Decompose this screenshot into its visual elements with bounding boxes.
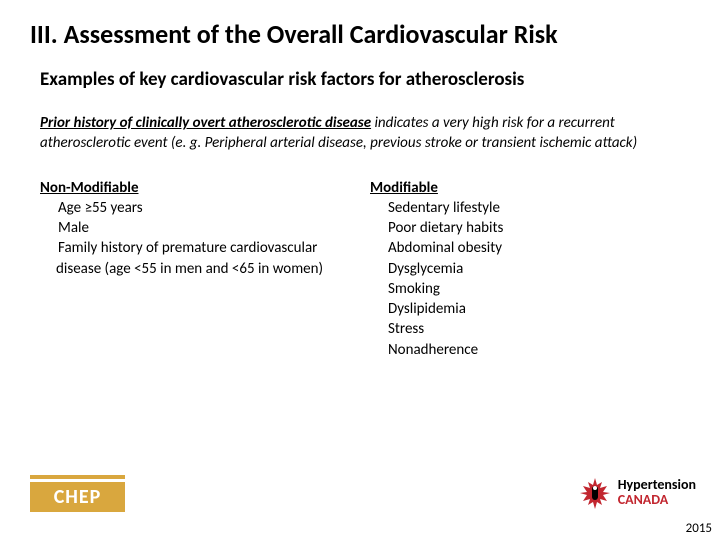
modifiable-column: Modifiable Sedentary lifestyle Poor diet…	[370, 178, 503, 360]
list-item: Dyslipidemia	[370, 299, 503, 319]
slide-title: III. Assessment of the Overall Cardiovas…	[30, 18, 690, 50]
chep-label: CHEP	[30, 482, 125, 512]
non-modifiable-column: Non-Modifiable Age ≥55 years Male Family…	[40, 178, 370, 360]
list-item: Age ≥55 years	[40, 198, 370, 218]
hc-text: Hypertension CANADA	[618, 478, 696, 507]
list-item: Smoking	[370, 279, 503, 299]
list-item: Poor dietary habits	[370, 218, 503, 238]
list-item: Stress	[370, 319, 503, 339]
risk-columns: Non-Modifiable Age ≥55 years Male Family…	[40, 178, 690, 360]
list-item: Dysglycemia	[370, 259, 503, 279]
hypertension-canada-logo: Hypertension CANADA	[578, 476, 696, 510]
maple-leaf-icon	[578, 476, 612, 510]
modifiable-heading: Modifiable	[370, 178, 503, 198]
slide-subtitle: Examples of key cardiovascular risk fact…	[40, 68, 690, 91]
chep-bar	[30, 475, 125, 479]
intro-lead: Prior history of clinically overt athero…	[40, 114, 371, 132]
list-item: Family history of premature cardiovascul…	[40, 238, 370, 258]
list-item-cont: disease (age <55 in men and <65 in women…	[40, 259, 370, 279]
non-modifiable-heading: Non-Modifiable	[40, 178, 370, 198]
list-item: Abdominal obesity	[370, 238, 503, 258]
chep-logo: CHEP	[30, 475, 125, 512]
hc-bottom-text: CANADA	[618, 493, 696, 508]
list-item: Sedentary lifestyle	[370, 198, 503, 218]
list-item: Nonadherence	[370, 340, 503, 360]
list-item: Male	[40, 218, 370, 238]
intro-paragraph: Prior history of clinically overt athero…	[40, 113, 660, 154]
year-label: 2015	[686, 521, 712, 536]
